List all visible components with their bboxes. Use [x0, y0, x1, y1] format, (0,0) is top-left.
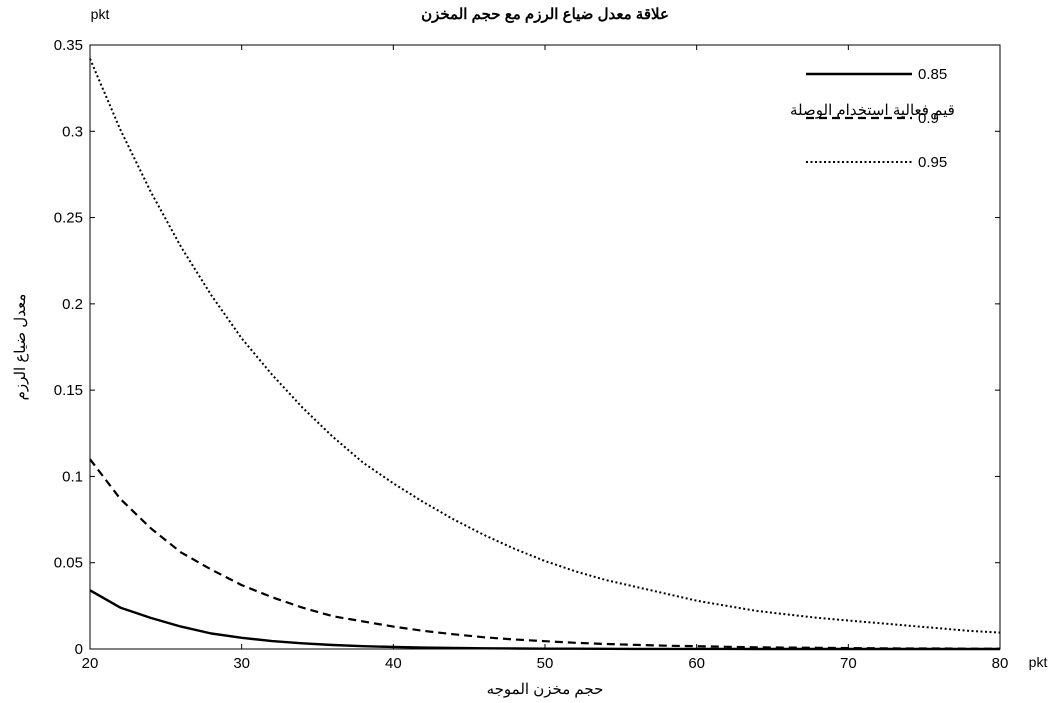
x-tick-label: 40: [385, 655, 402, 672]
x-tick-label: 70: [840, 655, 857, 672]
y-tick-label: 0.25: [54, 210, 83, 227]
legend-title: قيم فعالية استخدام الوصلة: [790, 102, 955, 119]
x-unit-label: pkt: [1029, 654, 1048, 670]
y-tick-label: 0.15: [54, 382, 83, 399]
axis-ticks: 20 30 40 50 60 70 80 0 0.05 0.1 0.15 0.2 0.25 0.3 0.35: [54, 37, 1009, 672]
x-tick-label: 50: [537, 655, 554, 672]
x-tick-label: 30: [233, 655, 250, 672]
legend-label-0.95: 0.95: [918, 154, 947, 171]
y-tick-label: 0.05: [54, 555, 83, 572]
x-tick-label: 60: [688, 655, 705, 672]
series-line-0.9: [89, 458, 1000, 650]
y-unit-label: pkt: [91, 6, 110, 22]
y-tick-label: 0.3: [62, 123, 83, 140]
y-tick-label: 0.35: [54, 37, 83, 54]
y-tick-label: 0: [75, 641, 83, 658]
chart-title: علاقة معدل ضياع الرزم مع حجم المخزن: [421, 6, 669, 23]
x-axis-label: حجم مخزن الموجه: [487, 681, 604, 698]
y-tick-label: 0.1: [62, 468, 83, 485]
y-axis-label: معدل ضياع الرزم: [12, 294, 29, 401]
legend-label-0.85: 0.85: [918, 66, 947, 83]
plot-area: [89, 44, 1001, 650]
y-tick-label: 0.2: [62, 296, 83, 313]
legend-label-0.9: 0.9: [918, 110, 939, 127]
x-tick-label: 20: [82, 655, 99, 672]
series-lines: [89, 58, 1001, 651]
legend: 0.85 0.9 0.95 قيم فعالية استخدام الوصلة: [790, 66, 955, 171]
x-tick-label: 80: [992, 655, 1009, 672]
